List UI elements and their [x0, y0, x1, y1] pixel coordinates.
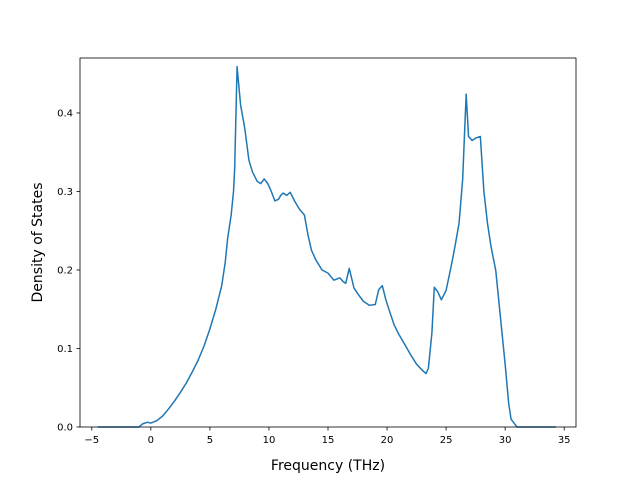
x-tick-label: −5 [84, 435, 99, 446]
y-tick-label: 0.3 [57, 187, 73, 198]
y-tick-label: 0.1 [57, 344, 73, 355]
x-tick-label: 30 [499, 435, 512, 446]
y-axis-label: Density of States [30, 183, 46, 303]
x-tick-label: 0 [148, 435, 154, 446]
x-axis-label: Frequency (THz) [271, 458, 385, 474]
x-tick-label: 15 [322, 435, 335, 446]
plot-frame [79, 57, 577, 428]
x-tick-label: 5 [207, 435, 213, 446]
x-tick-label: 20 [381, 435, 394, 446]
x-tick-label: 25 [440, 435, 453, 446]
x-tick-label: 10 [263, 435, 276, 446]
y-tick-label: 0.4 [57, 108, 73, 119]
y-tick-label: 0.0 [57, 423, 73, 434]
series-line-0 [97, 65, 556, 428]
plot-area [97, 65, 556, 428]
x-tick-label: 35 [558, 435, 571, 446]
y-tick-label: 0.2 [57, 265, 73, 276]
x-axis-ticks: −5 0 5 10 15 20 25 30 35 [84, 427, 571, 446]
y-axis-ticks: 0.0 0.1 0.2 0.3 0.4 [57, 108, 80, 434]
